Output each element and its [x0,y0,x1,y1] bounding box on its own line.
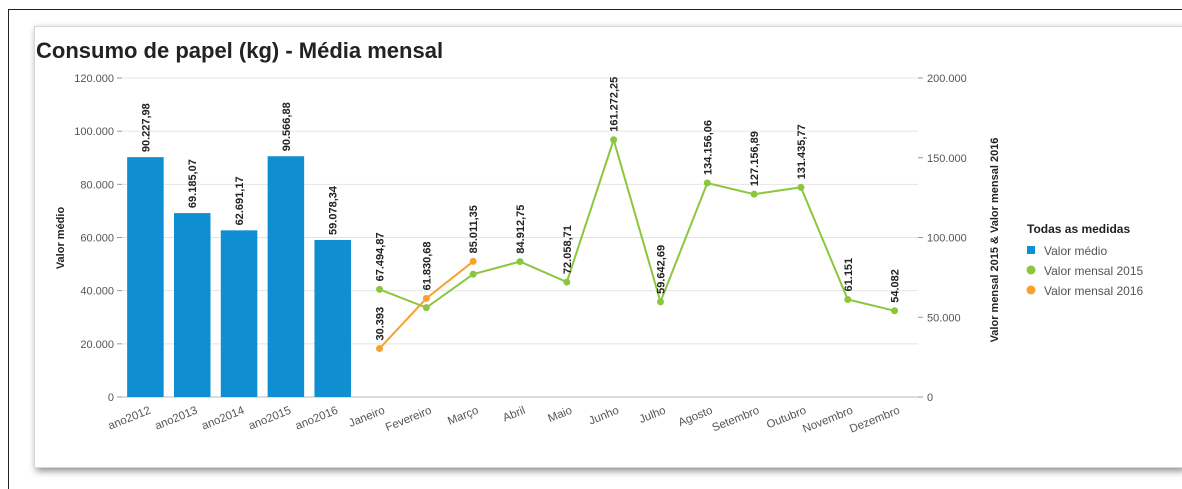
point-data-label: 59.642,69 [655,245,667,294]
legend-item[interactable]: Valor médio [1044,244,1107,258]
category-label: ano2015 [247,405,293,433]
series-point [469,270,477,278]
series-line [379,136,895,312]
point-data-label: 161.272,25 [609,77,621,132]
bar [173,213,211,397]
series-point [844,295,852,303]
series-point [376,345,384,353]
point-data-label: 84.912,75 [515,205,527,254]
point-data-label: 131.435,77 [796,124,808,179]
series-point [422,304,430,312]
category-label: Maio [546,405,574,425]
right-tick-label: 200.000 [927,73,967,85]
bar [220,230,258,397]
point-data-label: 72.058,71 [562,225,574,274]
category-label: ano2012 [107,405,153,433]
point-data-label: 61.151 [843,258,855,292]
category-label: Fevereiro [384,405,434,434]
category-label: Setembro [711,405,762,435]
legend-swatch [1026,285,1036,295]
category-label: Agosto [677,405,715,430]
category-label: ano2014 [200,404,247,432]
right-axis: 0 50.000 100.000 150.000 200.000 [918,73,967,404]
point-data-label: 54.082 [890,269,902,303]
bar-data-label: 59.078,34 [328,185,340,235]
legend-title: Todas as medidas [1027,222,1130,236]
category-label: ano2013 [153,405,199,433]
left-tick-label: 40.000 [80,286,114,298]
point-data-label: 67.494,87 [375,232,387,281]
series-point [610,136,618,144]
series-point [469,257,477,265]
right-axis-title: Valor mensal 2015 & Valor mensal 2016 [989,138,1001,343]
category-label: Novembro [801,405,855,436]
bar-data-label: 62.691,17 [234,176,246,225]
bar-series: 90.227,98 69.185,07 62.691,17 90.566,88 59.0… [127,102,351,397]
series-point [376,285,384,293]
category-label: Março [446,405,480,428]
bar [127,157,164,397]
bar-data-label: 90.566,88 [281,102,293,151]
category-label: ano2016 [294,405,340,433]
right-tick-label: 50.000 [927,312,961,324]
left-tick-label: 120.000 [74,73,114,85]
left-axis: 0 20.000 40.000 60.000 80.000 100.000 120.000 [74,73,122,404]
bar [314,239,351,397]
series-point [516,258,524,266]
category-label: Julho [638,405,668,426]
point-data-label: 85.011,35 [468,205,480,253]
legend-swatch [1026,265,1036,275]
series-point [656,298,664,306]
series-point [891,307,899,315]
right-tick-label: 150.000 [927,153,967,165]
legend-swatch [1027,246,1035,254]
bar [267,156,305,397]
series-point [703,179,711,187]
right-tick-label: 100.000 [927,233,967,245]
point-data-label: 61.830,68 [421,241,433,290]
category-label: Dezembro [848,405,902,436]
series-point [422,294,430,302]
left-tick-label: 60.000 [80,233,114,245]
point-data-label: 30.393 [375,307,387,341]
gridlines [122,77,918,398]
legend-item[interactable]: Valor mensal 2016 [1044,284,1143,298]
window-frame [8,9,1182,489]
category-label: Junho [587,405,621,428]
chart-title: Consumo de papel (kg) - Média mensal [36,38,443,63]
left-axis-title: Valor médio [55,207,67,270]
series-point [750,190,758,198]
left-tick-label: 0 [108,392,114,404]
legend-item[interactable]: Valor mensal 2015 [1044,264,1143,278]
point-data-label: 127.156,89 [749,131,761,186]
left-tick-label: 100.000 [74,126,114,138]
right-tick-label: 0 [927,392,933,404]
left-tick-label: 20.000 [80,339,114,351]
category-label: Janeiro [347,405,386,430]
left-tick-label: 80.000 [80,179,114,191]
line-series: 67.494,87 84.912,75 72.058,71 161.272,25 59.… [375,77,902,353]
bar-data-label: 69.185,07 [187,159,199,208]
point-data-label: 134.156,06 [702,120,714,175]
legend: Todas as medidas Valor médio Valor mensal… [1026,222,1143,298]
series-point [563,278,571,286]
category-labels: ano2012 ano2013 ano2014 ano2015 ano2016 Janei… [107,404,902,435]
bar-data-label: 90.227,98 [140,103,152,152]
series-point [797,183,805,191]
category-label: Abril [501,405,527,425]
